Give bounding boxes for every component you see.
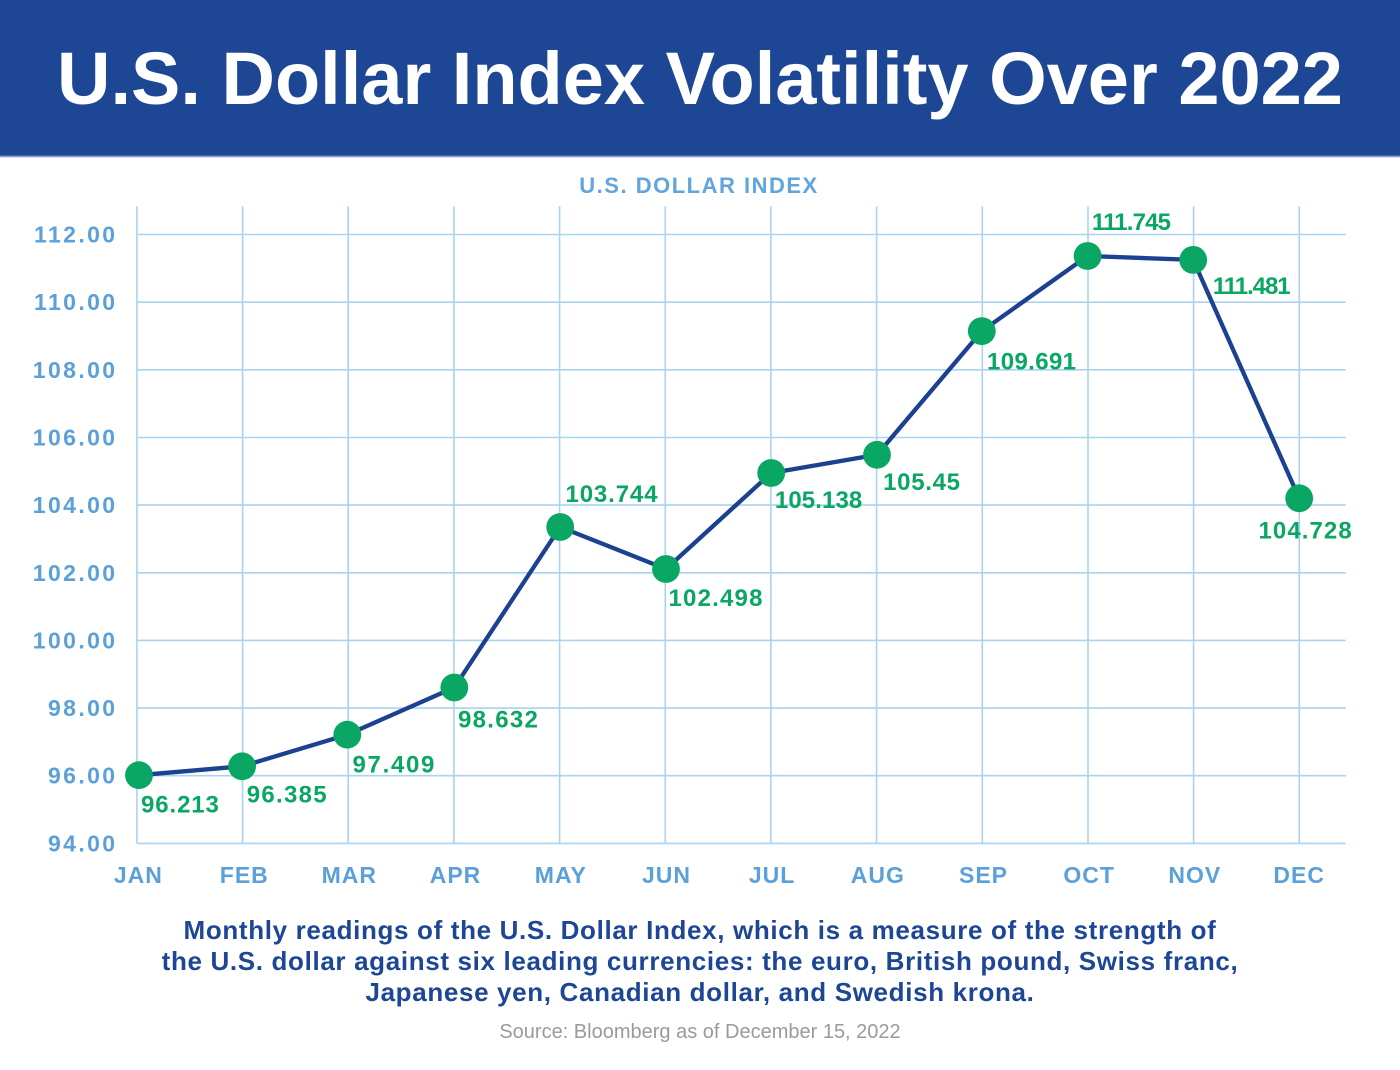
svg-text:105.45: 105.45 — [883, 469, 961, 496]
svg-text:APR: APR — [430, 862, 482, 888]
svg-text:96.385: 96.385 — [247, 782, 328, 809]
svg-text:100.00: 100.00 — [33, 627, 118, 653]
svg-text:JUN: JUN — [642, 862, 691, 888]
svg-text:94.00: 94.00 — [48, 830, 118, 856]
svg-text:MAY: MAY — [535, 862, 587, 888]
svg-text:97.409: 97.409 — [353, 752, 437, 779]
svg-text:JAN: JAN — [114, 862, 163, 888]
svg-text:106.00: 106.00 — [33, 425, 118, 451]
svg-text:105.138: 105.138 — [775, 487, 862, 514]
svg-text:OCT: OCT — [1063, 862, 1115, 888]
svg-text:102.00: 102.00 — [33, 560, 118, 586]
svg-text:U.S. DOLLAR INDEX: U.S. DOLLAR INDEX — [579, 173, 818, 198]
svg-text:AUG: AUG — [851, 862, 905, 888]
svg-text:110.00: 110.00 — [34, 289, 117, 315]
svg-text:102.498: 102.498 — [669, 585, 764, 612]
svg-text:112.00: 112.00 — [34, 222, 117, 248]
svg-text:JUL: JUL — [749, 862, 795, 888]
svg-text:108.00: 108.00 — [33, 357, 118, 383]
svg-text:103.744: 103.744 — [566, 481, 659, 508]
svg-text:109.691: 109.691 — [987, 349, 1076, 376]
svg-text:111.481: 111.481 — [1213, 273, 1290, 300]
svg-text:98.632: 98.632 — [458, 707, 539, 734]
svg-text:DEC: DEC — [1273, 862, 1325, 888]
svg-text:111.745: 111.745 — [1092, 209, 1171, 236]
svg-text:98.00: 98.00 — [48, 695, 118, 721]
svg-text:SEP: SEP — [959, 862, 1008, 888]
svg-text:96.00: 96.00 — [48, 763, 118, 789]
svg-text:104.00: 104.00 — [33, 492, 118, 518]
svg-text:FEB: FEB — [220, 862, 269, 888]
svg-text:MAR: MAR — [322, 862, 377, 888]
svg-text:96.213: 96.213 — [141, 792, 220, 819]
svg-text:104.728: 104.728 — [1259, 517, 1353, 544]
svg-text:NOV: NOV — [1168, 862, 1221, 888]
